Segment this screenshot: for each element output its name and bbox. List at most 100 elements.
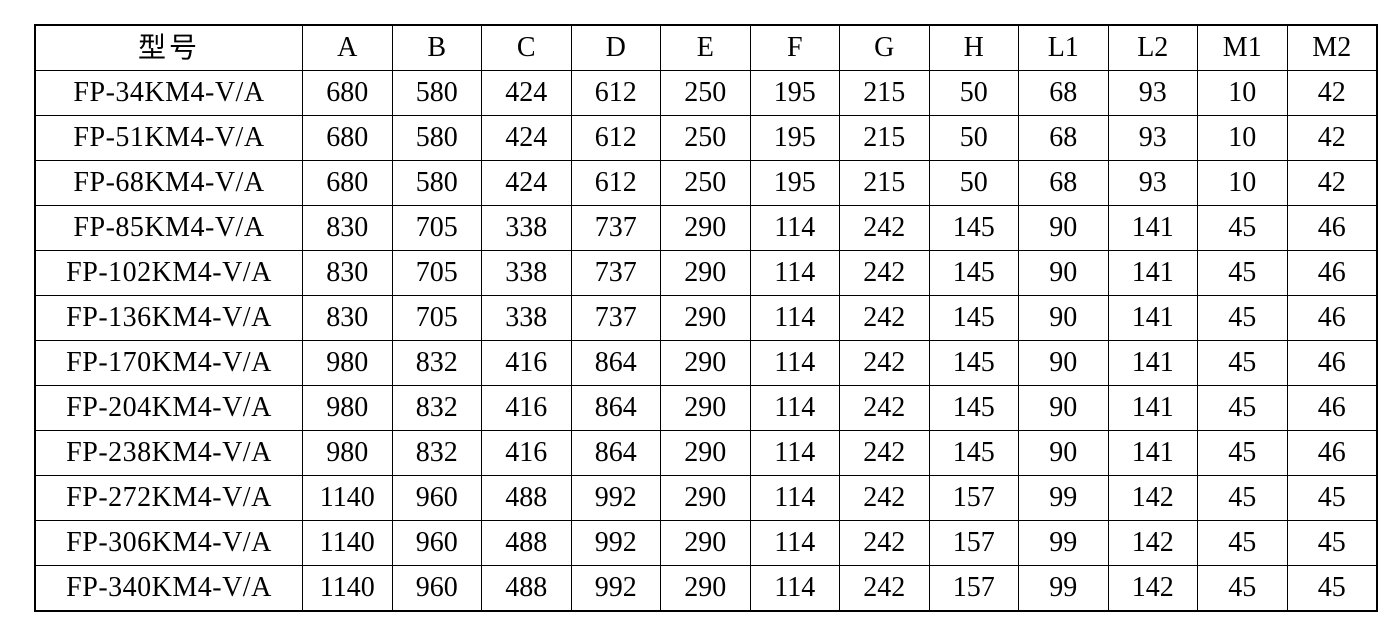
- cell-model: FP-51KM4-V/A: [34, 115, 303, 161]
- cell-F: 114: [749, 565, 840, 612]
- cell-M2: 45: [1286, 520, 1378, 566]
- cell-F: 114: [749, 520, 840, 566]
- column-header-L2: L2: [1107, 24, 1198, 71]
- cell-M1: 45: [1197, 430, 1288, 476]
- cell-E: 290: [660, 295, 751, 341]
- cell-G: 242: [839, 385, 930, 431]
- cell-F: 114: [749, 295, 840, 341]
- cell-G: 215: [839, 115, 930, 161]
- cell-F: 114: [749, 385, 840, 431]
- cell-B: 832: [391, 385, 482, 431]
- cell-M2: 45: [1286, 565, 1378, 612]
- cell-D: 737: [570, 250, 661, 296]
- cell-D: 992: [570, 565, 661, 612]
- cell-C: 424: [481, 70, 572, 116]
- cell-model: FP-68KM4-V/A: [34, 160, 303, 206]
- cell-E: 290: [660, 250, 751, 296]
- cell-G: 242: [839, 340, 930, 386]
- column-header-C: C: [481, 24, 572, 71]
- cell-H: 157: [928, 520, 1019, 566]
- cell-L1: 90: [1018, 340, 1109, 386]
- cell-L2: 142: [1107, 475, 1198, 521]
- cell-L1: 99: [1018, 565, 1109, 612]
- table-header: 型号 A B C D E F G H L1 L2 M1 M2: [34, 24, 1378, 71]
- cell-M1: 45: [1197, 295, 1288, 341]
- cell-A: 830: [302, 295, 393, 341]
- cell-C: 338: [481, 295, 572, 341]
- cell-model: FP-34KM4-V/A: [34, 70, 303, 116]
- column-header-A: A: [302, 24, 393, 71]
- column-header-G: G: [839, 24, 930, 71]
- cell-E: 290: [660, 385, 751, 431]
- cell-F: 195: [749, 160, 840, 206]
- cell-L2: 141: [1107, 385, 1198, 431]
- cell-F: 114: [749, 205, 840, 251]
- cell-M1: 45: [1197, 475, 1288, 521]
- cell-G: 242: [839, 295, 930, 341]
- cell-M1: 45: [1197, 520, 1288, 566]
- cell-G: 242: [839, 205, 930, 251]
- cell-L1: 68: [1018, 70, 1109, 116]
- table-row: FP-68KM4-V/A 680 580 424 612 250 195 215 50 68 93 1…: [34, 160, 1378, 206]
- column-header-M2: M2: [1286, 24, 1378, 71]
- cell-D: 992: [570, 475, 661, 521]
- cell-C: 424: [481, 115, 572, 161]
- cell-C: 488: [481, 565, 572, 612]
- cell-B: 580: [391, 70, 482, 116]
- cell-M2: 45: [1286, 475, 1378, 521]
- table-row: FP-170KM4-V/A 980 832 416 864 290 114 242 145 90 1…: [34, 340, 1378, 386]
- cell-C: 416: [481, 430, 572, 476]
- cell-H: 157: [928, 475, 1019, 521]
- cell-M2: 46: [1286, 385, 1378, 431]
- cell-model: FP-238KM4-V/A: [34, 430, 303, 476]
- cell-L1: 90: [1018, 250, 1109, 296]
- cell-E: 290: [660, 565, 751, 612]
- column-header-D: D: [570, 24, 661, 71]
- cell-C: 488: [481, 475, 572, 521]
- cell-C: 338: [481, 250, 572, 296]
- cell-M1: 45: [1197, 205, 1288, 251]
- cell-B: 580: [391, 115, 482, 161]
- table-row: FP-340KM4-V/A 1140 960 488 992 290 114 242 157 99…: [34, 565, 1378, 612]
- cell-C: 424: [481, 160, 572, 206]
- table-row: FP-204KM4-V/A 980 832 416 864 290 114 242 145 90 1…: [34, 385, 1378, 431]
- column-header-L1: L1: [1018, 24, 1109, 71]
- cell-M1: 10: [1197, 160, 1288, 206]
- cell-H: 145: [928, 430, 1019, 476]
- cell-A: 980: [302, 340, 393, 386]
- cell-D: 612: [570, 70, 661, 116]
- cell-G: 242: [839, 475, 930, 521]
- cell-B: 705: [391, 295, 482, 341]
- cell-model: FP-102KM4-V/A: [34, 250, 303, 296]
- cell-A: 1140: [302, 520, 393, 566]
- cell-model: FP-170KM4-V/A: [34, 340, 303, 386]
- cell-L1: 90: [1018, 385, 1109, 431]
- column-header-B: B: [391, 24, 482, 71]
- cell-F: 114: [749, 475, 840, 521]
- cell-L2: 142: [1107, 565, 1198, 612]
- cell-A: 680: [302, 70, 393, 116]
- cell-B: 960: [391, 520, 482, 566]
- cell-H: 50: [928, 70, 1019, 116]
- column-header-model: 型号: [34, 24, 303, 71]
- column-header-H: H: [928, 24, 1019, 71]
- cell-G: 215: [839, 70, 930, 116]
- cell-F: 114: [749, 430, 840, 476]
- cell-H: 157: [928, 565, 1019, 612]
- cell-model: FP-340KM4-V/A: [34, 565, 303, 612]
- cell-H: 50: [928, 160, 1019, 206]
- cell-C: 416: [481, 340, 572, 386]
- cell-H: 145: [928, 205, 1019, 251]
- cell-B: 960: [391, 565, 482, 612]
- cell-H: 145: [928, 250, 1019, 296]
- cell-M2: 46: [1286, 430, 1378, 476]
- cell-B: 580: [391, 160, 482, 206]
- cell-M1: 10: [1197, 70, 1288, 116]
- cell-A: 980: [302, 385, 393, 431]
- table-header-row: 型号 A B C D E F G H L1 L2 M1 M2: [34, 24, 1378, 71]
- cell-M2: 46: [1286, 205, 1378, 251]
- cell-D: 864: [570, 385, 661, 431]
- table-row: FP-136KM4-V/A 830 705 338 737 290 114 242 145 90 1…: [34, 295, 1378, 341]
- table-row: FP-34KM4-V/A 680 580 424 612 250 195 215 50 68 93 1…: [34, 70, 1378, 116]
- cell-A: 1140: [302, 565, 393, 612]
